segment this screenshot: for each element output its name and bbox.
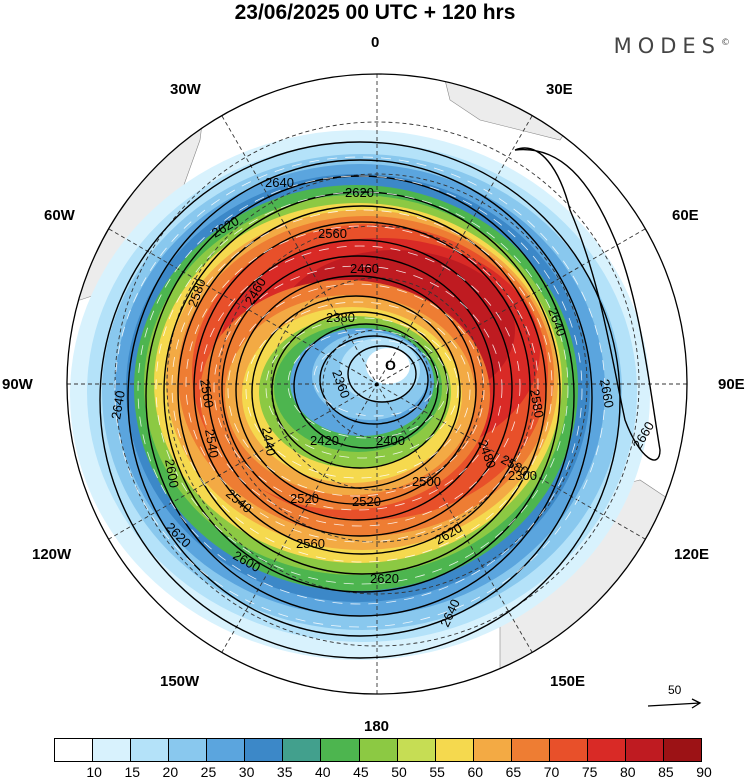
lon-label-180: 180 bbox=[364, 718, 390, 735]
colorbar-tick-label: 70 bbox=[543, 764, 560, 780]
contour-label: 2660 bbox=[597, 378, 617, 409]
lon-label-60w: 60W bbox=[44, 207, 75, 224]
copyright-mark: © bbox=[721, 38, 730, 48]
colorbar-tick-label: 30 bbox=[238, 764, 255, 780]
wind-speed-shading bbox=[67, 74, 687, 694]
colorbar-swatch bbox=[511, 739, 550, 761]
colorbar-tick-label: 45 bbox=[353, 764, 369, 780]
colorbar-swatch bbox=[625, 739, 664, 761]
brand-name: MODES bbox=[613, 34, 721, 58]
colorbar-swatch bbox=[207, 739, 246, 761]
contour-label: 2440 bbox=[259, 426, 279, 457]
lon-label-120e: 120E bbox=[674, 546, 710, 563]
colorbar-tick-label: 60 bbox=[467, 764, 484, 780]
low-center-marker: O bbox=[385, 357, 396, 373]
contour-label: 2560 bbox=[296, 536, 325, 551]
colorbar-swatch bbox=[283, 739, 322, 761]
colorbar-swatch bbox=[169, 739, 208, 761]
contour-label: 2400 bbox=[376, 433, 405, 448]
lon-label-150w: 150W bbox=[160, 673, 200, 690]
lon-label-90e: 90E bbox=[718, 376, 745, 393]
pole-marker: • bbox=[374, 376, 379, 392]
colorbar-tick-label: 65 bbox=[505, 764, 522, 780]
contour-label: 2620 bbox=[345, 185, 374, 200]
contour-label: 2620 bbox=[370, 571, 399, 586]
contour-label: 2560 bbox=[318, 226, 347, 241]
lon-label-90w: 90W bbox=[2, 376, 33, 393]
wind-vectors bbox=[114, 156, 606, 628]
colorbar-swatch bbox=[245, 739, 284, 761]
lon-label-60e: 60E bbox=[672, 207, 699, 224]
lon-label-0: 0 bbox=[371, 34, 380, 51]
contour-label: 2580 bbox=[527, 388, 547, 419]
colorbar-swatch bbox=[473, 739, 512, 761]
colorbar-swatch bbox=[55, 739, 94, 761]
lon-label-30w: 30W bbox=[170, 81, 201, 98]
colorbar-tick-label: 50 bbox=[391, 764, 407, 780]
colorbar-tick-label: 15 bbox=[124, 764, 141, 780]
contour-label: 2560 bbox=[197, 378, 217, 409]
colorbar-tick-label: 25 bbox=[200, 764, 217, 780]
contour-label: 2600 bbox=[162, 458, 182, 489]
colorbar-tick-label: 55 bbox=[429, 764, 445, 780]
contour-label: 2520 bbox=[352, 494, 381, 509]
colorbar-tick-label: 85 bbox=[658, 764, 674, 780]
modes-logo: MODES© bbox=[614, 34, 730, 58]
colorbar-swatch bbox=[664, 739, 702, 761]
map-boundary bbox=[66, 73, 688, 695]
contour-label: 2500 bbox=[412, 474, 441, 489]
lon-label-120w: 120W bbox=[32, 546, 72, 563]
colorbar-swatch bbox=[131, 739, 170, 761]
contour-label: 2420 bbox=[310, 433, 339, 448]
contour-label: 2640 bbox=[108, 389, 128, 420]
colorbar bbox=[54, 738, 702, 762]
colorbar-tick-label: 75 bbox=[581, 764, 598, 780]
colorbar-swatch bbox=[397, 739, 436, 761]
colorbar-swatch bbox=[359, 739, 398, 761]
colorbar-swatch bbox=[93, 739, 132, 761]
contour-label: 2460 bbox=[350, 261, 379, 276]
height-contours bbox=[99, 141, 661, 659]
colorbar-swatch bbox=[549, 739, 588, 761]
map-title: 23/06/2025 00 UTC + 120 hrs bbox=[234, 1, 516, 24]
contour-label: 2540 bbox=[202, 428, 222, 459]
reference-vector-label: 50 bbox=[668, 683, 682, 697]
colorbar-tick-label: 10 bbox=[86, 764, 102, 780]
lon-label-30e: 30E bbox=[546, 81, 573, 98]
colorbar-tick-label: 80 bbox=[619, 764, 636, 780]
contour-label: 2380 bbox=[326, 310, 355, 325]
colorbar-swatch bbox=[321, 739, 360, 761]
contour-label: 2300 bbox=[508, 468, 537, 483]
colorbar-tick-label: 35 bbox=[276, 764, 293, 780]
colorbar-tick-label: 20 bbox=[162, 764, 179, 780]
lon-label-150e: 150E bbox=[550, 673, 586, 690]
colorbar-swatch bbox=[587, 739, 626, 761]
colorbar-tick-label: 90 bbox=[696, 764, 712, 780]
contour-label: 2520 bbox=[290, 491, 319, 506]
contour-label: 2640 bbox=[265, 175, 294, 190]
colorbar-tick-label: 40 bbox=[315, 764, 331, 780]
colorbar-swatch bbox=[435, 739, 474, 761]
reference-vector-arrow bbox=[647, 698, 702, 709]
